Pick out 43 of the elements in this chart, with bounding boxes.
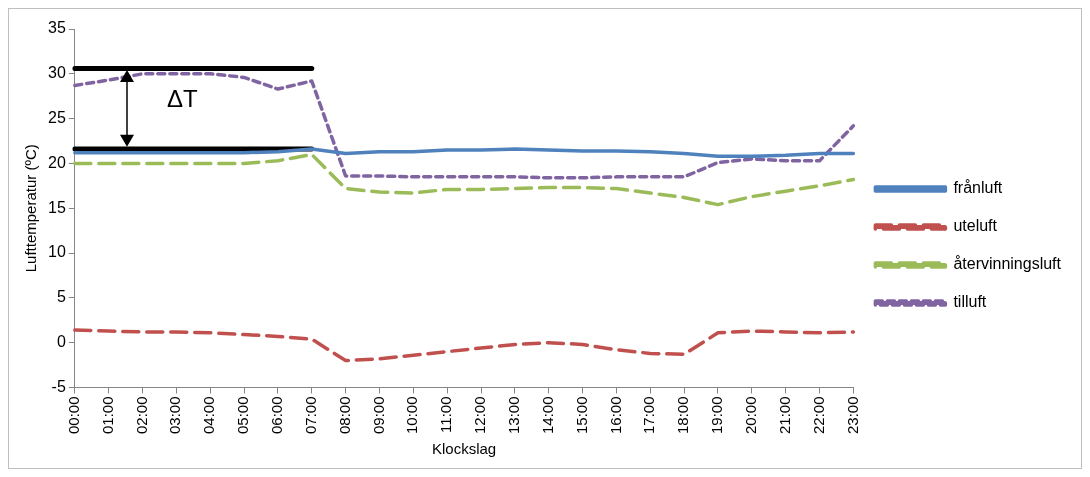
x-tick-label: 06:00 [268, 396, 286, 435]
x-tick-label: 09:00 [369, 396, 387, 435]
x-tick-label: 03:00 [166, 396, 184, 435]
x-tick-label: 21:00 [775, 396, 793, 435]
x-tick-label: 08:00 [335, 396, 353, 435]
line-series [73, 328, 856, 363]
x-tick-label: 02:00 [132, 396, 150, 435]
y-tick-label: 0 [56, 333, 66, 351]
line-series [73, 72, 856, 180]
x-tick-label: 16:00 [606, 396, 624, 435]
y-tick-label: -5 [51, 377, 66, 395]
x-tick-label: 13:00 [505, 396, 523, 435]
x-tick-label: 11:00 [437, 396, 455, 433]
x-tick-label: 01:00 [98, 396, 116, 435]
x-tick-label: 18:00 [674, 396, 692, 435]
y-tick-label: 35 [48, 19, 66, 37]
x-tick-label: 00:00 [64, 396, 82, 435]
x-tick-label: 22:00 [809, 396, 827, 435]
x-tick-label: 05:00 [234, 396, 252, 435]
legend-label: frånluft [953, 179, 1003, 197]
y-tick-label: 25 [48, 109, 66, 127]
annotation: ΔT [166, 85, 198, 113]
line-series [73, 152, 856, 207]
legend-label: uteluft [953, 217, 998, 235]
x-tick-label: 23:00 [843, 396, 861, 435]
x-tick-label: 12:00 [471, 396, 489, 435]
y-tick-label: 15 [48, 198, 66, 216]
x-tick-label: 10:00 [403, 396, 421, 435]
x-tick-label: 07:00 [301, 396, 319, 435]
legend-label: tilluft [953, 293, 987, 311]
x-tick-label: 14:00 [538, 396, 556, 435]
x-tick-label: 04:00 [200, 396, 218, 435]
y-tick-label: 20 [48, 153, 66, 171]
x-tick-label: 17:00 [640, 396, 658, 435]
y-tick-label: 10 [48, 243, 66, 261]
x-tick-label: 15:00 [572, 396, 590, 435]
legend-label: återvinningsluft [953, 255, 1062, 273]
y-tick-label: 5 [56, 288, 66, 306]
y-tick-label: 30 [48, 64, 66, 82]
x-axis-title: Klockslag [431, 440, 497, 458]
x-tick-label: 19:00 [708, 396, 726, 435]
y-axis-title: Lufttemperatur (ºC) [22, 144, 40, 273]
x-tick-label: 20:00 [741, 396, 759, 435]
